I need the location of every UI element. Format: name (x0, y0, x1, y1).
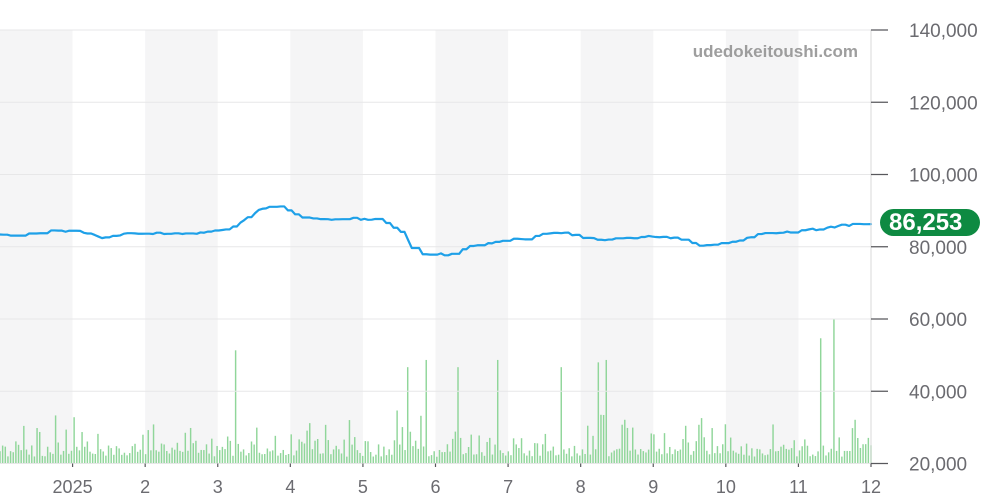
svg-text:12: 12 (861, 477, 881, 497)
svg-text:2025: 2025 (53, 477, 93, 497)
svg-text:5: 5 (358, 477, 368, 497)
svg-text:10: 10 (716, 477, 736, 497)
svg-text:3: 3 (213, 477, 223, 497)
svg-text:11: 11 (789, 477, 808, 497)
svg-text:udedokeitoushi.com: udedokeitoushi.com (693, 42, 858, 61)
svg-text:8: 8 (576, 477, 586, 497)
svg-text:9: 9 (648, 477, 658, 497)
svg-text:4: 4 (285, 477, 295, 497)
svg-text:40,000: 40,000 (909, 382, 967, 403)
svg-text:6: 6 (430, 477, 440, 497)
svg-text:7: 7 (503, 477, 513, 497)
svg-text:2: 2 (140, 477, 150, 497)
svg-text:20,000: 20,000 (909, 455, 967, 476)
svg-text:140,000: 140,000 (909, 21, 978, 42)
svg-text:100,000: 100,000 (909, 166, 978, 187)
svg-text:86,253: 86,253 (889, 209, 962, 236)
svg-text:60,000: 60,000 (909, 310, 967, 331)
svg-text:120,000: 120,000 (909, 93, 978, 114)
svg-text:80,000: 80,000 (909, 238, 967, 259)
